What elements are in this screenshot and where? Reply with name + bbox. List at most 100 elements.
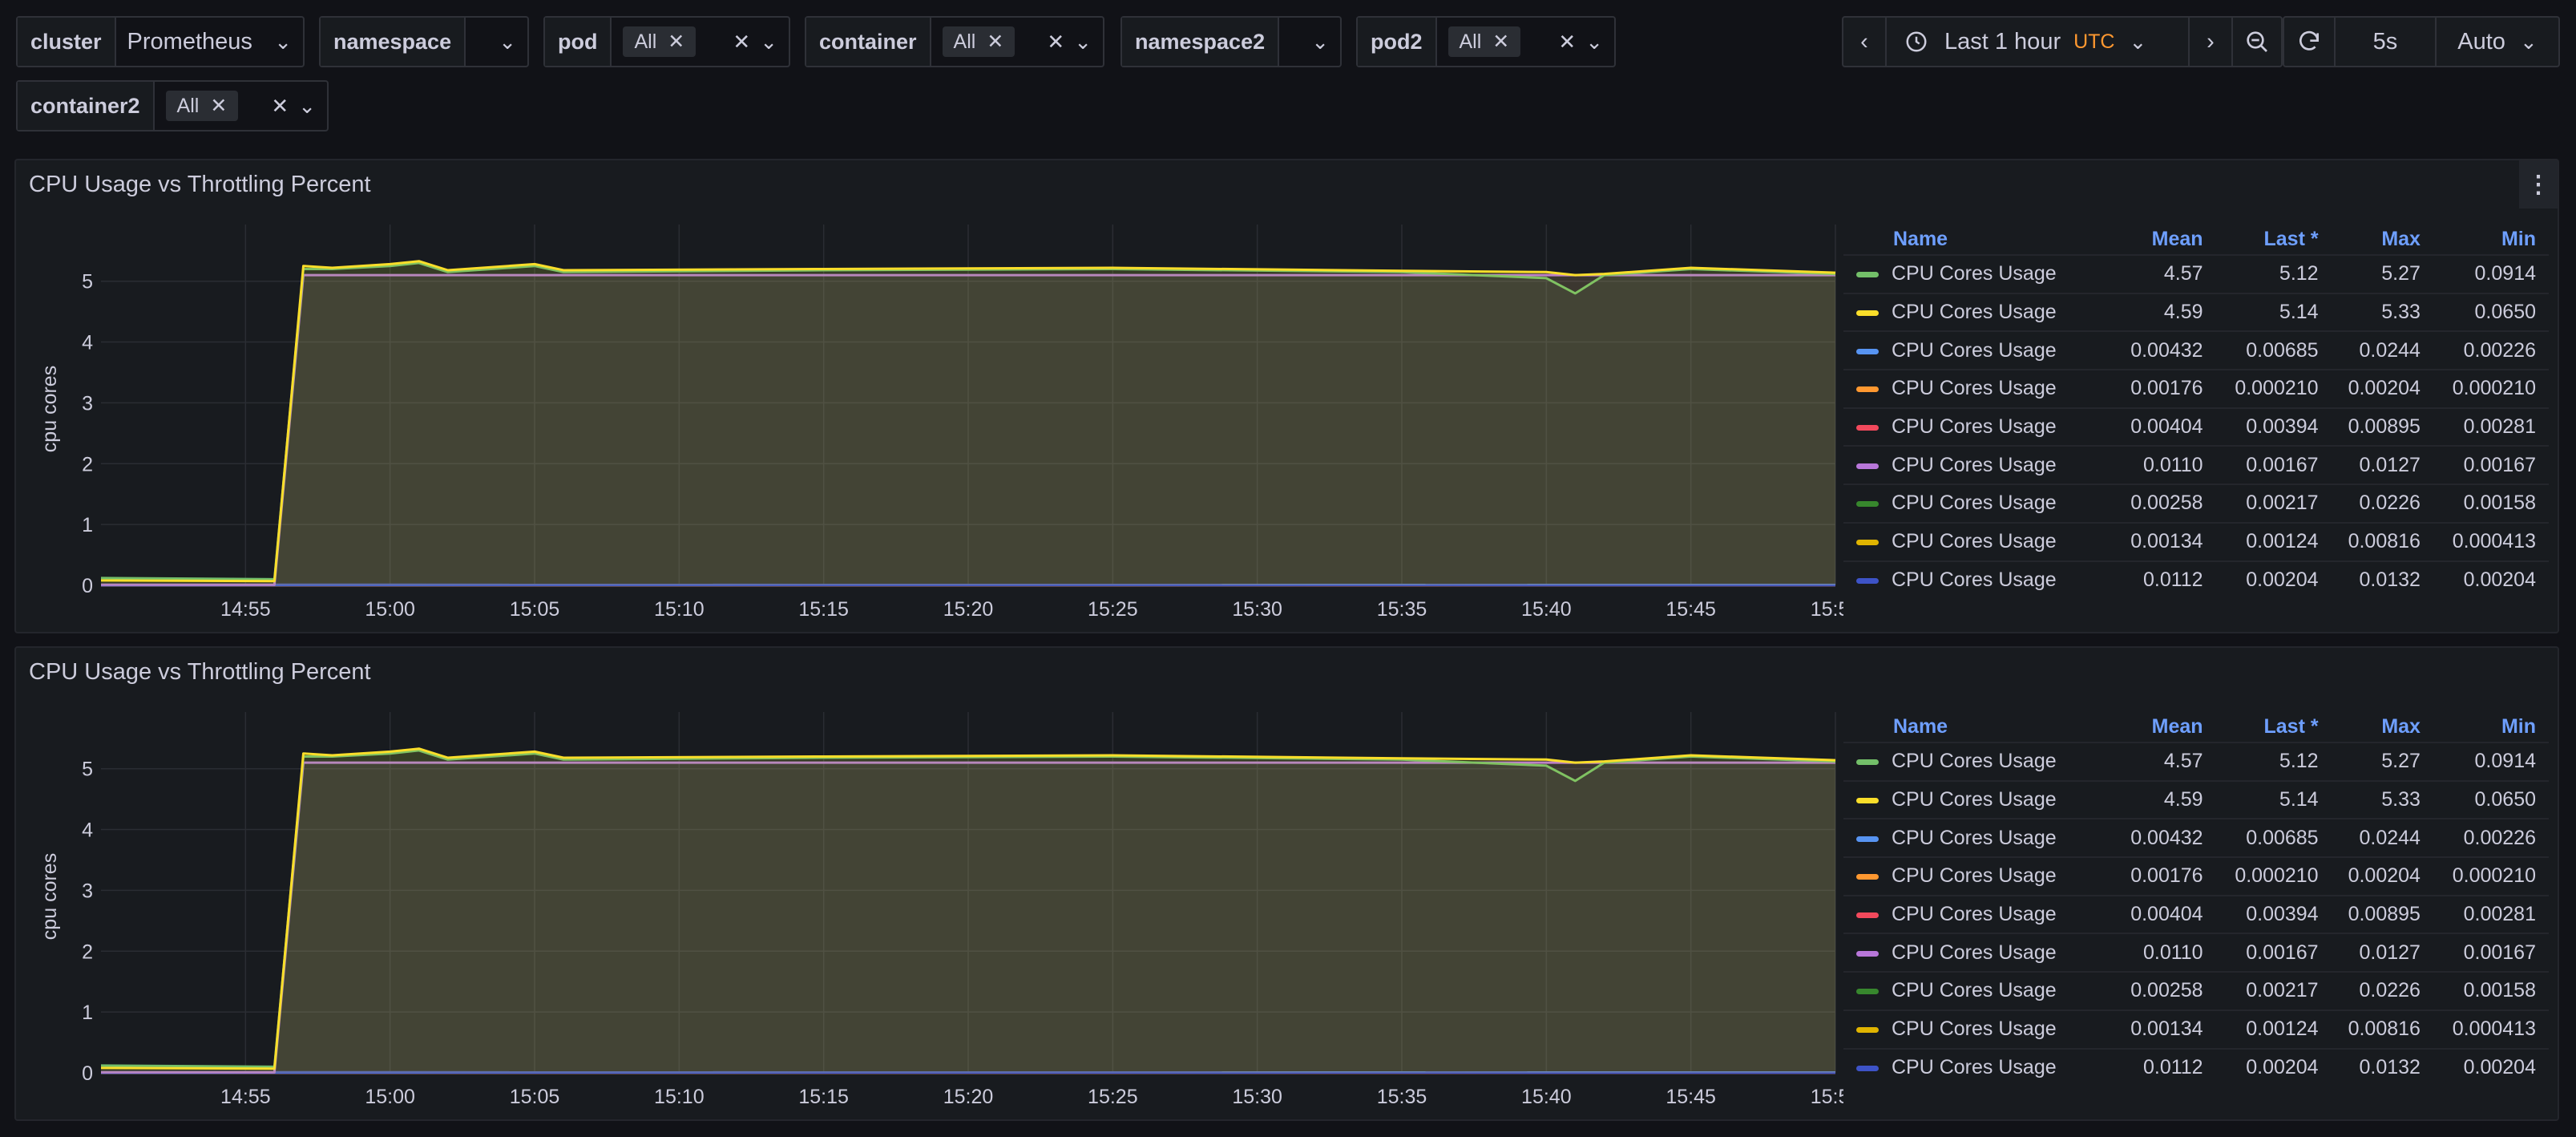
value-chip[interactable]: All ✕ (942, 26, 1015, 57)
time-range-back-button[interactable]: ‹ (1842, 16, 1887, 67)
legend-series-name[interactable]: CPU Cores Usage (1843, 521, 2114, 561)
legend-row[interactable]: CPU Cores Usage 0.00176 0.000210 0.00204 0.0… (1843, 856, 2549, 896)
legend-series-name[interactable]: CPU Cores Usage (1843, 971, 2114, 1010)
legend-series-name[interactable]: CPU Cores Usage (1843, 445, 2114, 485)
series-color-swatch (1856, 463, 1879, 469)
legend-header-name[interactable]: Name (1893, 228, 1948, 250)
legend-series-name[interactable]: CPU Cores Usage (1843, 1009, 2114, 1049)
series-label: CPU Cores Usage (1892, 530, 2057, 553)
chevron-down-icon[interactable]: ⌄ (1074, 29, 1092, 54)
legend-row[interactable]: CPU Cores Usage 0.0110 0.00167 0.0127 0.0016… (1843, 445, 2549, 485)
clear-icon[interactable]: ✕ (1047, 29, 1065, 54)
legend-row[interactable]: CPU Cores Usage 4.57 5.12 5.27 0.0914 (1843, 254, 2549, 293)
legend-header-last[interactable]: Last * (2263, 228, 2319, 250)
cluster-select[interactable]: Prometheus ⌄ (116, 18, 303, 66)
time-picker-button[interactable]: Last 1 hour UTC ⌄ (1885, 16, 2190, 67)
value-chip[interactable]: All ✕ (1447, 26, 1521, 57)
legend-header-mean[interactable]: Mean (2151, 715, 2203, 738)
legend-header-min[interactable]: Min (2501, 715, 2536, 738)
legend-row[interactable]: CPU Cores Usage 4.59 5.14 5.33 0.0650 (1843, 779, 2549, 819)
legend-series-name[interactable]: CPU Cores Usage (1843, 933, 2114, 973)
x-tick-label: 15:50 (1811, 598, 1843, 621)
pod-select[interactable]: All ✕ ✕ ⌄ (612, 18, 789, 66)
variable-container[interactable]: container All ✕ ✕ ⌄ (805, 16, 1104, 67)
legend-row[interactable]: CPU Cores Usage 0.0112 0.00204 0.0132 0.0020… (1843, 560, 2549, 600)
time-series-plot[interactable]: 0 1 2 3 4 5 14:55 15:00 15:05 15:10 15:15 15:20 15:2… (16, 648, 1843, 1123)
legend-row[interactable]: CPU Cores Usage 0.0112 0.00204 0.0132 0.0020… (1843, 1047, 2549, 1087)
chevron-down-icon[interactable]: ⌄ (1311, 29, 1329, 54)
time-range-forward-button[interactable]: › (2188, 16, 2233, 67)
legend-row[interactable]: CPU Cores Usage 0.00432 0.00685 0.0244 0.002… (1843, 818, 2549, 858)
x-tick-label: 15:45 (1666, 1086, 1716, 1108)
variable-pod[interactable]: pod All ✕ ✕ ⌄ (543, 16, 790, 67)
legend-row[interactable]: CPU Cores Usage 0.00404 0.00394 0.00895 0.00… (1843, 894, 2549, 934)
chevron-down-icon[interactable]: ⌄ (499, 29, 516, 54)
legend-series-name[interactable]: CPU Cores Usage (1843, 484, 2114, 523)
legend-row[interactable]: CPU Cores Usage 0.0110 0.00167 0.0127 0.0016… (1843, 933, 2549, 973)
clear-icon[interactable]: ✕ (733, 29, 751, 54)
legend-series-name[interactable]: CPU Cores Usage (1843, 742, 2114, 781)
namespace-select[interactable]: ⌄ (466, 18, 527, 66)
container-select[interactable]: All ✕ ✕ ⌄ (931, 18, 1103, 66)
legend-header-last[interactable]: Last * (2263, 715, 2319, 738)
clear-icon[interactable]: ✕ (271, 93, 289, 118)
refresh-mode-button[interactable]: Auto ⌄ (2435, 16, 2560, 67)
legend-row[interactable]: CPU Cores Usage 4.57 5.12 5.27 0.0914 (1843, 742, 2549, 781)
legend-row[interactable]: CPU Cores Usage 0.00432 0.00685 0.0244 0.002… (1843, 330, 2549, 370)
legend-header-max[interactable]: Max (2381, 228, 2421, 250)
legend-header-name[interactable]: Name (1893, 715, 1948, 738)
legend-series-name[interactable]: CPU Cores Usage (1843, 779, 2114, 819)
legend-min: 0.000413 (2433, 1009, 2549, 1049)
close-icon[interactable]: ✕ (1492, 30, 1510, 53)
variable-container2[interactable]: container2 All ✕ ✕ ⌄ (16, 80, 329, 132)
time-series-plot[interactable]: 0 1 2 3 4 5 14:55 15:00 15:05 15:10 15:15 15:20 15:2… (16, 160, 1843, 635)
variable-pod2[interactable]: pod2 All ✕ ✕ ⌄ (1356, 16, 1616, 67)
chevron-down-icon[interactable]: ⌄ (1585, 29, 1603, 54)
legend-row[interactable]: CPU Cores Usage 4.59 5.14 5.33 0.0650 (1843, 292, 2549, 332)
refresh-interval-button[interactable]: 5s (2334, 16, 2437, 67)
legend-header-mean[interactable]: Mean (2151, 228, 2203, 250)
legend-row[interactable]: CPU Cores Usage 0.00134 0.00124 0.00816 0.00… (1843, 1009, 2549, 1049)
legend-row[interactable]: CPU Cores Usage 0.00258 0.00217 0.0226 0.001… (1843, 484, 2549, 523)
y-tick-label: 5 (82, 759, 93, 781)
pod2-select[interactable]: All ✕ ✕ ⌄ (1437, 18, 1615, 66)
legend-row[interactable]: CPU Cores Usage 0.00258 0.00217 0.0226 0.001… (1843, 971, 2549, 1010)
refresh-button[interactable] (2283, 16, 2336, 67)
legend-series-name[interactable]: CPU Cores Usage (1843, 330, 2114, 370)
legend-series-name[interactable]: CPU Cores Usage (1843, 407, 2114, 447)
chip-label: All (176, 94, 200, 117)
legend-series-name[interactable]: CPU Cores Usage (1843, 818, 2114, 858)
legend-series-name[interactable]: CPU Cores Usage (1843, 560, 2114, 600)
variable-cluster[interactable]: cluster Prometheus ⌄ (16, 16, 305, 67)
close-icon[interactable]: ✕ (987, 30, 1004, 53)
variable-namespace2[interactable]: namespace2 ⌄ (1120, 16, 1342, 67)
legend-row[interactable]: CPU Cores Usage 0.00176 0.000210 0.00204 0.0… (1843, 369, 2549, 408)
chevron-down-icon[interactable]: ⌄ (274, 29, 292, 54)
legend-series-name[interactable]: CPU Cores Usage (1843, 856, 2114, 896)
value-chip[interactable]: All ✕ (165, 91, 239, 121)
legend-header-min[interactable]: Min (2501, 228, 2536, 250)
legend-series-name[interactable]: CPU Cores Usage (1843, 369, 2114, 408)
chevron-down-icon[interactable]: ⌄ (298, 93, 316, 118)
legend-row[interactable]: CPU Cores Usage 0.00404 0.00394 0.00895 0.00… (1843, 407, 2549, 447)
zoom-out-button[interactable] (2231, 16, 2283, 67)
legend-series-name[interactable]: CPU Cores Usage (1843, 292, 2114, 332)
legend-row[interactable]: CPU Cores Usage 0.00134 0.00124 0.00816 0.00… (1843, 521, 2549, 561)
kebab-menu-icon[interactable]: ⋮ (2519, 160, 2558, 208)
legend-series-name[interactable]: CPU Cores Usage (1843, 894, 2114, 934)
legend-series-name[interactable]: CPU Cores Usage (1843, 1047, 2114, 1087)
close-icon[interactable]: ✕ (668, 30, 685, 53)
container2-select[interactable]: All ✕ ✕ ⌄ (155, 82, 327, 130)
legend-header-max[interactable]: Max (2381, 715, 2421, 738)
value-chip[interactable]: All ✕ (623, 26, 696, 57)
close-icon[interactable]: ✕ (210, 95, 228, 117)
variable-namespace[interactable]: namespace ⌄ (319, 16, 529, 67)
legend-series-name[interactable]: CPU Cores Usage (1843, 254, 2114, 293)
clear-icon[interactable]: ✕ (1558, 29, 1577, 54)
series-color-swatch (1856, 836, 1879, 842)
chevron-down-icon[interactable]: ⌄ (760, 29, 777, 54)
panel-title[interactable]: CPU Usage vs Throttling Percent (29, 659, 371, 685)
panel-title[interactable]: CPU Usage vs Throttling Percent (29, 172, 371, 197)
legend-min: 0.00167 (2433, 445, 2549, 485)
namespace2-select[interactable]: ⌄ (1279, 18, 1340, 66)
